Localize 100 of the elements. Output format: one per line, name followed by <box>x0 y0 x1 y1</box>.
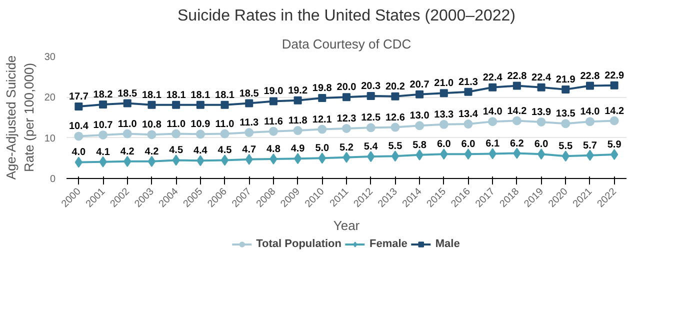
data-label: 5.5 <box>558 141 574 152</box>
point <box>537 83 546 92</box>
data-label: 11.0 <box>118 118 138 130</box>
point <box>74 132 84 141</box>
data-label: 20.0 <box>336 82 357 94</box>
data-label: 22.9 <box>604 70 624 82</box>
point <box>122 129 132 138</box>
point <box>269 97 278 106</box>
x-axis-title: Year <box>333 218 360 234</box>
data-label: 11.8 <box>288 116 308 127</box>
point <box>610 81 618 90</box>
point <box>220 129 230 138</box>
data-label: 13.3 <box>434 109 454 120</box>
data-label: 5.2 <box>340 142 354 154</box>
data-label: 4.4 <box>193 146 208 157</box>
data-label: 6.0 <box>461 139 476 150</box>
data-label: 6.1 <box>486 138 500 150</box>
y-axis-title: Age-Adjusted Suicide Rate (per 100,000) <box>3 55 36 180</box>
data-label: 11.0 <box>166 118 186 130</box>
data-label: 19.8 <box>312 82 332 94</box>
point <box>147 130 156 140</box>
point <box>342 93 350 102</box>
data-label: 18.5 <box>239 88 260 100</box>
point <box>464 148 472 160</box>
point <box>245 99 254 108</box>
data-label: 10.7 <box>93 120 114 131</box>
data-label: 20.7 <box>410 79 430 90</box>
data-label: 4.5 <box>218 145 232 156</box>
point <box>293 126 302 136</box>
point <box>268 126 278 136</box>
y-tick-label: 20 <box>44 92 56 104</box>
data-label: 5.8 <box>412 140 427 151</box>
point <box>415 121 424 130</box>
data-label: 18.1 <box>142 90 162 101</box>
data-label: 5.7 <box>583 140 598 152</box>
point <box>610 149 618 160</box>
data-label: 13.5 <box>556 108 576 120</box>
data-label: 10.9 <box>190 119 211 130</box>
data-label: 18.1 <box>215 90 235 101</box>
data-label: 18.5 <box>118 88 138 100</box>
point <box>98 130 108 140</box>
point <box>537 148 546 160</box>
point <box>220 154 229 166</box>
point <box>123 99 132 108</box>
point <box>318 94 326 102</box>
point <box>391 92 400 100</box>
point <box>74 102 83 111</box>
data-label: 18.1 <box>166 90 186 101</box>
point <box>416 90 424 98</box>
point <box>488 83 497 92</box>
legend-label: Total Population <box>256 238 342 250</box>
point <box>561 119 570 128</box>
data-label: 10.8 <box>142 120 162 131</box>
data-label: 10.4 <box>68 121 89 132</box>
point <box>220 100 229 109</box>
data-label: 4.0 <box>72 147 86 158</box>
point <box>610 116 619 126</box>
data-label: 14.2 <box>604 106 624 117</box>
data-label: 22.8 <box>580 70 600 82</box>
point <box>148 156 156 167</box>
point <box>74 156 83 168</box>
data-label: 17.7 <box>68 92 89 103</box>
point <box>294 153 302 164</box>
point <box>586 82 594 90</box>
point <box>196 100 204 109</box>
data-label: 22.4 <box>482 72 503 84</box>
chart-subtitle: Data Courtesy of CDC <box>282 36 412 52</box>
point <box>196 130 205 139</box>
chart-title: Suicide Rates in the United States (2000–2022) <box>178 8 516 24</box>
point <box>244 128 254 138</box>
data-label: 5.5 <box>388 141 403 152</box>
data-label: 11.6 <box>264 116 284 128</box>
data-label: 12.1 <box>312 114 332 126</box>
data-label: 6.0 <box>534 139 549 150</box>
data-label: 4.2 <box>144 146 160 158</box>
data-label: 6.0 <box>436 139 452 150</box>
point <box>172 129 181 138</box>
data-label: 19.0 <box>264 86 284 98</box>
point <box>464 88 472 96</box>
data-label: 22.4 <box>532 72 552 84</box>
data-label: 4.9 <box>290 144 306 155</box>
data-label: 13.0 <box>410 110 430 122</box>
point <box>172 100 180 109</box>
data-label: 21.0 <box>434 78 454 90</box>
data-label: 5.0 <box>315 143 330 154</box>
point <box>99 100 108 108</box>
point <box>148 100 156 109</box>
data-label: 4.5 <box>169 145 184 156</box>
point <box>318 124 327 134</box>
point <box>390 122 400 132</box>
point <box>585 117 594 126</box>
data-label: 4.2 <box>120 146 135 158</box>
point <box>512 82 521 90</box>
point <box>439 120 448 129</box>
point <box>342 124 351 133</box>
point <box>440 89 448 98</box>
point <box>512 116 522 126</box>
data-label: 22.8 <box>507 70 528 82</box>
data-label: 13.9 <box>532 106 552 118</box>
legend-label: Female <box>369 238 408 250</box>
